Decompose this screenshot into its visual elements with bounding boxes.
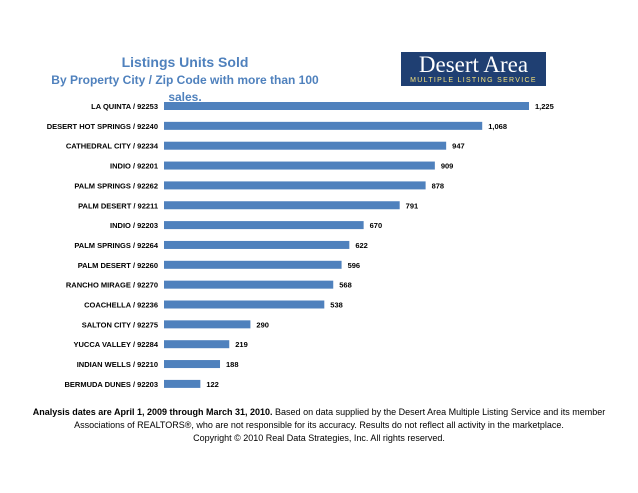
value-label: 568 xyxy=(339,281,352,290)
value-label: 219 xyxy=(235,340,248,349)
category-label: INDIAN WELLS / 92210 xyxy=(77,360,158,369)
value-label: 791 xyxy=(406,201,419,210)
bar-chart: LA QUINTA / 92253 1,225 DESERT HOT SPRINGS… xyxy=(47,102,554,389)
value-label: 290 xyxy=(256,320,269,329)
bar xyxy=(164,102,529,110)
bar xyxy=(164,121,483,130)
bar xyxy=(164,300,325,309)
bar xyxy=(164,280,334,289)
category-label: BERMUDA DUNES / 92203 xyxy=(65,380,159,389)
footer-note: Analysis dates are April 1, 2009 through… xyxy=(30,406,608,445)
value-label: 947 xyxy=(452,142,465,151)
logo-main-text: Desert Area xyxy=(418,52,529,77)
category-label: COACHELLA / 92236 xyxy=(84,301,158,310)
category-label: LA QUINTA / 92253 xyxy=(91,102,158,111)
chart-title: Listings Units Sold xyxy=(121,54,249,70)
value-label: 122 xyxy=(206,380,219,389)
value-label: 596 xyxy=(348,261,361,270)
bar xyxy=(164,141,447,150)
value-label: 909 xyxy=(441,162,454,171)
bar xyxy=(164,379,201,388)
category-label: INDIO / 92203 xyxy=(110,221,158,230)
bar xyxy=(164,161,435,170)
category-label: PALM SPRINGS / 92264 xyxy=(74,241,158,250)
bar xyxy=(164,201,400,210)
value-label: 538 xyxy=(330,301,343,310)
bar xyxy=(164,360,221,369)
category-label: SALTON CITY / 92275 xyxy=(82,320,158,329)
category-label: DESERT HOT SPRINGS / 92240 xyxy=(47,122,158,131)
footer-dates: Analysis dates are April 1, 2009 through… xyxy=(32,407,273,417)
desert-area-logo: Desert Area MULTIPLE LISTING SERVICE xyxy=(401,52,546,86)
value-label: 188 xyxy=(226,360,239,369)
bar xyxy=(164,260,342,269)
category-label: PALM DESERT / 92211 xyxy=(78,201,158,210)
value-label: 878 xyxy=(432,181,445,190)
category-label: PALM DESERT / 92260 xyxy=(78,261,158,270)
footer-copyright: Copyright © 2010 Real Data Strategies, I… xyxy=(193,433,445,443)
logo-sub-text: MULTIPLE LISTING SERVICE xyxy=(410,77,537,84)
footer-disclaimer: Based on data supplied by the Desert Are… xyxy=(74,407,606,430)
bar xyxy=(164,181,426,190)
category-label: RANCHO MIRAGE / 92270 xyxy=(66,281,158,290)
bar xyxy=(164,340,230,349)
category-label: CATHEDRAL CITY / 92234 xyxy=(66,142,159,151)
bar xyxy=(164,221,364,230)
bar xyxy=(164,240,350,249)
chart-title-block: Listings Units Sold By Property City / Z… xyxy=(40,54,330,106)
value-label: 622 xyxy=(355,241,368,250)
category-label: PALM SPRINGS / 92262 xyxy=(74,181,158,190)
category-label: INDIO / 92201 xyxy=(110,162,158,171)
chart-subtitle: By Property City / Zip Code with more th… xyxy=(51,73,319,104)
category-label: YUCCA VALLEY / 92284 xyxy=(74,340,159,349)
value-label: 670 xyxy=(370,221,383,230)
value-label: 1,068 xyxy=(488,122,507,131)
bar xyxy=(164,320,251,329)
value-label: 1,225 xyxy=(535,102,554,111)
